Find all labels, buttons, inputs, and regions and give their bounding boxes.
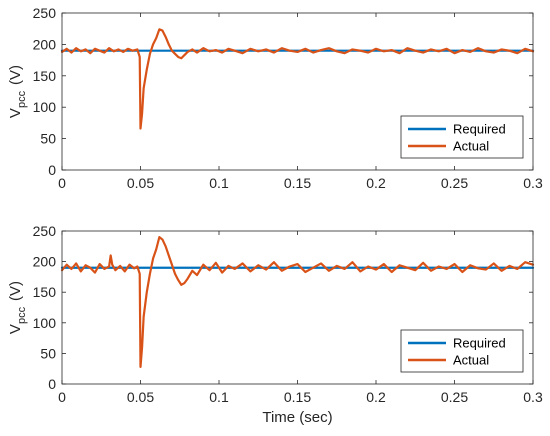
y-tick-label: 50	[40, 131, 56, 147]
legend-box	[400, 115, 524, 159]
y-axis-label: Vpcc (V)	[7, 65, 28, 118]
y-tick-label: 0	[48, 162, 56, 178]
legend: Required Actual	[400, 329, 524, 373]
y-axis-label-main: V	[7, 324, 24, 334]
legend-label-actual: Actual	[453, 139, 489, 154]
y-tick-label: 200	[33, 254, 57, 270]
y-axis-label-unit: (V)	[7, 281, 24, 301]
y-tick-label: 0	[48, 376, 56, 392]
y-tick-label: 200	[33, 36, 57, 52]
y-axis-label-unit: (V)	[7, 65, 24, 85]
y-tick-label: 100	[33, 315, 57, 331]
x-tick-label: 0.3	[523, 389, 543, 405]
x-tick-label: 0.05	[127, 175, 154, 191]
x-tick-label: 0.25	[441, 389, 468, 405]
x-tick-label: 0.15	[284, 389, 311, 405]
legend-label-actual: Actual	[453, 353, 489, 368]
series-line-actual	[60, 28, 535, 130]
x-tick-label: 0.3	[523, 175, 543, 191]
legend-box	[400, 329, 524, 373]
y-tick-label: 250	[33, 5, 57, 21]
y-axis-label-sub: pcc	[16, 306, 28, 324]
legend-label-required: Required	[453, 336, 506, 351]
x-tick-label: 0.1	[209, 175, 229, 191]
y-tick-label: 150	[33, 284, 57, 300]
y-axis-label-main: V	[7, 108, 24, 118]
legend-label-required: Required	[453, 122, 506, 137]
x-tick-label: 0	[58, 175, 66, 191]
legend: Required Actual	[400, 115, 524, 159]
y-axis-label: Vpcc (V)	[7, 281, 28, 334]
chart-panel-2: 0 0.05 0.1 0.15 0.2 0.25 0.3 0 50 100 150 200 250 Vpc…	[7, 223, 543, 426]
y-tick-label: 150	[33, 68, 57, 84]
x-tick-label: 0.25	[441, 175, 468, 191]
x-tick-label: 0.05	[127, 389, 154, 405]
x-tick-label: 0	[58, 389, 66, 405]
x-tick-label: 0.2	[366, 175, 386, 191]
y-tick-label: 250	[33, 223, 57, 239]
y-tick-label: 100	[33, 99, 57, 115]
x-tick-label: 0.2	[366, 389, 386, 405]
chart-panel-1: 0 0.05 0.1 0.15 0.2 0.25 0.3 0 50 100 150 200 250 Vpc…	[7, 5, 543, 191]
x-axis-label: Time (sec)	[262, 409, 332, 426]
y-axis-label-sub: pcc	[16, 90, 28, 108]
x-tick-label: 0.15	[284, 175, 311, 191]
series-line-actual	[60, 236, 535, 368]
y-tick-label: 50	[40, 345, 56, 361]
x-tick-label: 0.1	[209, 389, 229, 405]
